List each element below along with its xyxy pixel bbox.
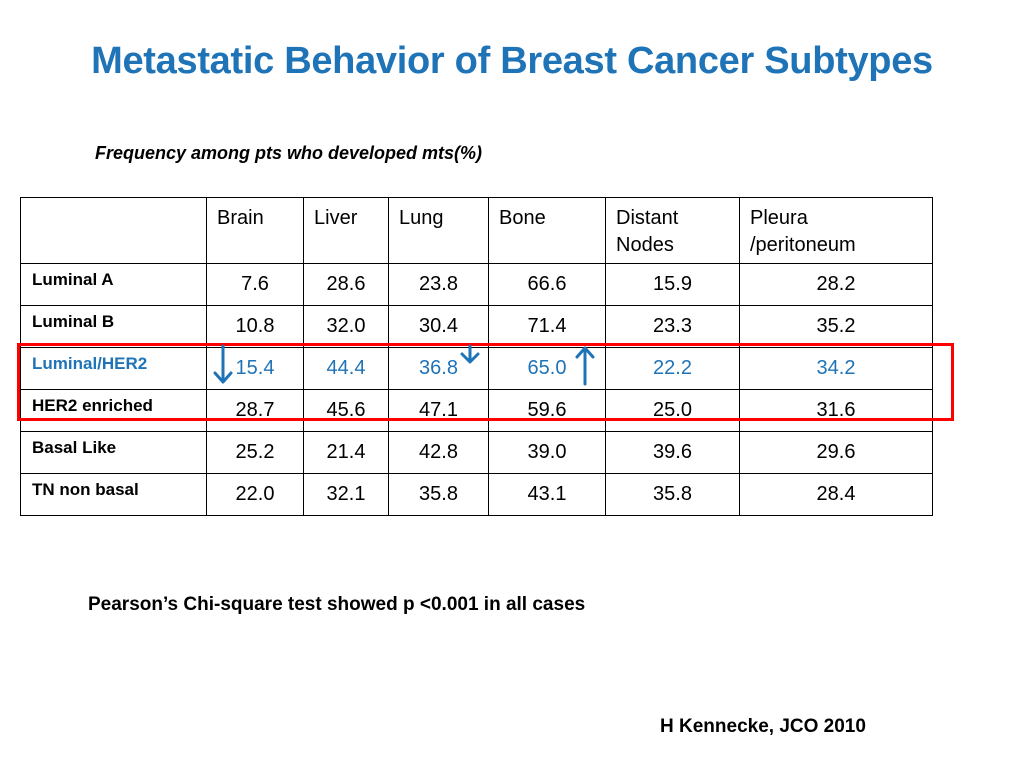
cell-lung: 42.8	[388, 431, 489, 474]
header-bone: Bone	[488, 197, 606, 264]
cell-pleura: 28.2	[739, 263, 933, 306]
header-brain: Brain	[206, 197, 304, 264]
cell-bone: 59.6	[488, 389, 606, 432]
cell-lung: 47.1	[388, 389, 489, 432]
cell-lung: 35.8	[388, 473, 489, 516]
cell-distant-nodes: 25.0	[605, 389, 740, 432]
table-row-luminal-a: Luminal A 7.6 28.6 23.8 66.6 15.9 28.2	[20, 263, 933, 306]
source-citation: H Kennecke, JCO 2010	[660, 716, 866, 737]
cell-lung: 23.8	[388, 263, 489, 306]
metastasis-frequency-table: Brain Liver Lung Bone Distant Nodes Pleur…	[20, 197, 933, 516]
cell-lung: 30.4	[388, 305, 489, 348]
cell-distant-nodes: 35.8	[605, 473, 740, 516]
cell-pleura: 28.4	[739, 473, 933, 516]
row-label: Basal Like	[20, 431, 207, 474]
cell-brain: 7.6	[206, 263, 304, 306]
table-row-luminal-b: Luminal B 10.8 32.0 30.4 71.4 23.3 35.2	[20, 305, 933, 348]
cell-brain: 22.0	[206, 473, 304, 516]
cell-distant-nodes: 39.6	[605, 431, 740, 474]
cell-distant-nodes: 23.3	[605, 305, 740, 348]
table-row-her2-enriched: HER2 enriched 28.7 45.6 47.1 59.6 25.0 3…	[20, 389, 933, 432]
row-label: TN non basal	[20, 473, 207, 516]
cell-lung: 36.8	[388, 347, 489, 390]
row-label: Luminal A	[20, 263, 207, 306]
header-distant-line2: Nodes	[616, 234, 674, 256]
header-distant-nodes: Distant Nodes	[605, 197, 740, 264]
cell-brain: 25.2	[206, 431, 304, 474]
header-distant-line1: Distant	[616, 207, 679, 229]
cell-bone: 43.1	[488, 473, 606, 516]
cell-brain: 28.7	[206, 389, 304, 432]
cell-liver: 32.1	[303, 473, 389, 516]
cell-liver: 28.6	[303, 263, 389, 306]
table-row-luminal-her2: Luminal/HER2 15.4 44.4 36.8 65.0 22.2 34…	[20, 347, 933, 390]
statistical-footnote: Pearson’s Chi-square test showed p <0.00…	[88, 594, 586, 615]
table-row-basal-like: Basal Like 25.2 21.4 42.8 39.0 39.6 29.6	[20, 431, 933, 474]
cell-pleura: 29.6	[739, 431, 933, 474]
row-label: Luminal/HER2	[20, 347, 207, 390]
cell-liver: 45.6	[303, 389, 389, 432]
table-header-row: Brain Liver Lung Bone Distant Nodes Pleur…	[20, 197, 933, 264]
slide-title: Metastatic Behavior of Breast Cancer Sub…	[91, 40, 933, 82]
brain-down-arrow-icon	[213, 344, 233, 384]
cell-distant-nodes: 15.9	[605, 263, 740, 306]
cell-brain: 10.8	[206, 305, 304, 348]
cell-distant-nodes: 22.2	[605, 347, 740, 390]
header-pleura-line1: Pleura	[750, 207, 808, 229]
cell-pleura: 31.6	[739, 389, 933, 432]
bone-up-arrow-icon	[575, 346, 595, 386]
row-label: Luminal B	[20, 305, 207, 348]
header-pleura-line2: /peritoneum	[750, 234, 856, 256]
header-lung: Lung	[388, 197, 489, 264]
header-liver: Liver	[303, 197, 389, 264]
cell-liver: 44.4	[303, 347, 389, 390]
cell-pleura: 34.2	[739, 347, 933, 390]
cell-bone: 39.0	[488, 431, 606, 474]
header-pleura-peritoneum: Pleura/peritoneum	[739, 197, 933, 264]
lung-down-arrow-icon	[460, 344, 480, 364]
table-subtitle: Frequency among pts who developed mts(%)	[95, 143, 483, 163]
cell-liver: 21.4	[303, 431, 389, 474]
cell-pleura: 35.2	[739, 305, 933, 348]
header-corner	[20, 197, 207, 264]
table-row-tn-non-basal: TN non basal 22.0 32.1 35.8 43.1 35.8 28…	[20, 473, 933, 516]
cell-bone: 71.4	[488, 305, 606, 348]
cell-liver: 32.0	[303, 305, 389, 348]
row-label: HER2 enriched	[20, 389, 207, 432]
cell-bone: 66.6	[488, 263, 606, 306]
